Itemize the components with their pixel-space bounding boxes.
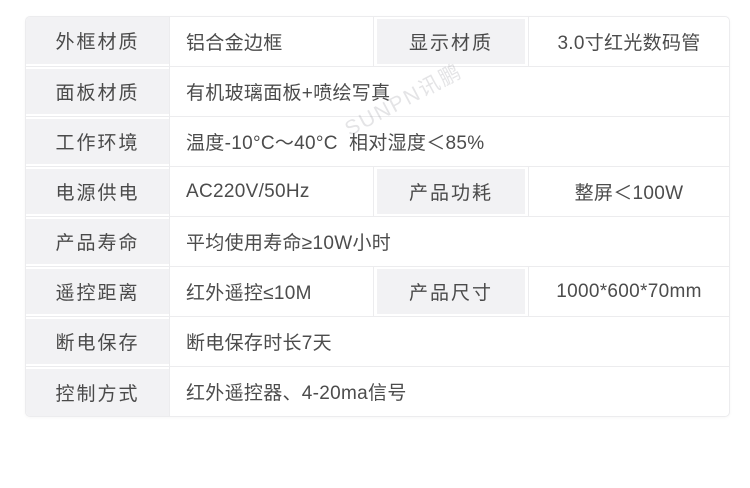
table-row: 断电保存 断电保存时长7天	[26, 316, 729, 366]
table-row: 控制方式 红外遥控器、4-20ma信号	[26, 366, 729, 416]
spec-label-cell: 遥控距离	[26, 267, 169, 316]
spec-secondary-value: 整屏＜100W	[528, 167, 729, 216]
spec-value: 红外遥控≤10M	[169, 267, 373, 316]
spec-label: 断电保存	[26, 319, 169, 364]
spec-value: 断电保存时长7天	[169, 317, 729, 366]
spec-secondary-label: 显示材质	[377, 19, 525, 64]
spec-label: 工作环境	[26, 119, 169, 164]
table-row: 外框材质 铝合金边框 显示材质 3.0寸红光数码管	[26, 17, 729, 66]
spec-label: 产品寿命	[26, 219, 169, 264]
spec-label: 遥控距离	[26, 269, 169, 314]
spec-label-cell: 工作环境	[26, 117, 169, 166]
spec-value: AC220V/50Hz	[169, 167, 373, 216]
table-row: 电源供电 AC220V/50Hz 产品功耗 整屏＜100W	[26, 166, 729, 216]
table-row: 产品寿命 平均使用寿命≥10W小时	[26, 216, 729, 266]
spec-value: 有机玻璃面板+喷绘写真	[169, 67, 729, 116]
spec-value: 红外遥控器、4-20ma信号	[169, 367, 729, 416]
spec-label-cell: 外框材质	[26, 17, 169, 66]
spec-label-cell: 电源供电	[26, 167, 169, 216]
spec-secondary-label-cell: 显示材质	[373, 17, 528, 66]
spec-value: 温度-10°C～40°C 相对湿度＜85%	[169, 117, 729, 166]
product-spec-table: 外框材质 铝合金边框 显示材质 3.0寸红光数码管 面板材质 有机玻璃面板+喷绘…	[25, 16, 730, 417]
table-row: 遥控距离 红外遥控≤10M 产品尺寸 1000*600*70mm	[26, 266, 729, 316]
spec-label-cell: 产品寿命	[26, 217, 169, 266]
spec-label-cell: 断电保存	[26, 317, 169, 366]
spec-label: 控制方式	[26, 369, 169, 416]
spec-label-cell: 面板材质	[26, 67, 169, 116]
spec-value: 铝合金边框	[169, 17, 373, 66]
spec-label-cell: 控制方式	[26, 367, 169, 416]
table-row: 面板材质 有机玻璃面板+喷绘写真	[26, 66, 729, 116]
spec-secondary-label-cell: 产品尺寸	[373, 267, 528, 316]
spec-label: 面板材质	[26, 69, 169, 114]
spec-secondary-label-cell: 产品功耗	[373, 167, 528, 216]
spec-label: 外框材质	[26, 17, 169, 64]
spec-secondary-label: 产品功耗	[377, 169, 525, 214]
table-row: 工作环境 温度-10°C～40°C 相对湿度＜85%	[26, 116, 729, 166]
spec-secondary-value: 3.0寸红光数码管	[528, 17, 729, 66]
spec-value: 平均使用寿命≥10W小时	[169, 217, 729, 266]
spec-secondary-label: 产品尺寸	[377, 269, 525, 314]
spec-label: 电源供电	[26, 169, 169, 214]
spec-secondary-value: 1000*600*70mm	[528, 267, 729, 316]
